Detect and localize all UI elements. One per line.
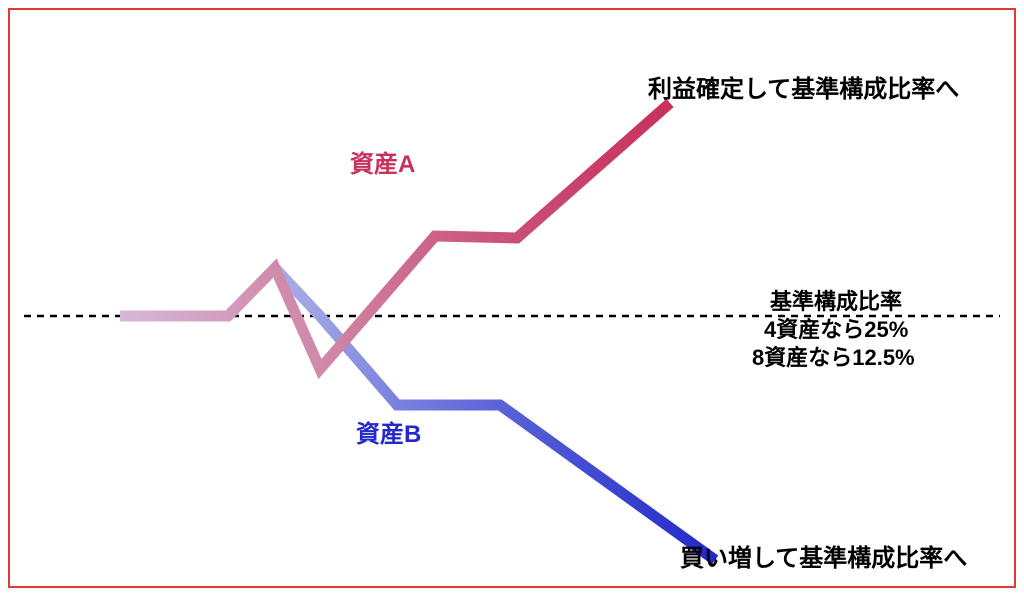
asset-a-line xyxy=(120,103,670,369)
label-asset-b: 資産B xyxy=(356,420,421,450)
label-top-note: 利益確定して基準構成比率へ xyxy=(648,75,959,105)
label-asset-a: 資産A xyxy=(350,150,415,180)
label-baseline-line1: 4資産なら25% xyxy=(764,316,908,344)
label-bottom-note: 買い増して基準構成比率へ xyxy=(680,544,967,574)
label-baseline-title: 基準構成比率 xyxy=(770,288,902,316)
label-baseline-line2: 8資産なら12.5% xyxy=(752,344,915,372)
